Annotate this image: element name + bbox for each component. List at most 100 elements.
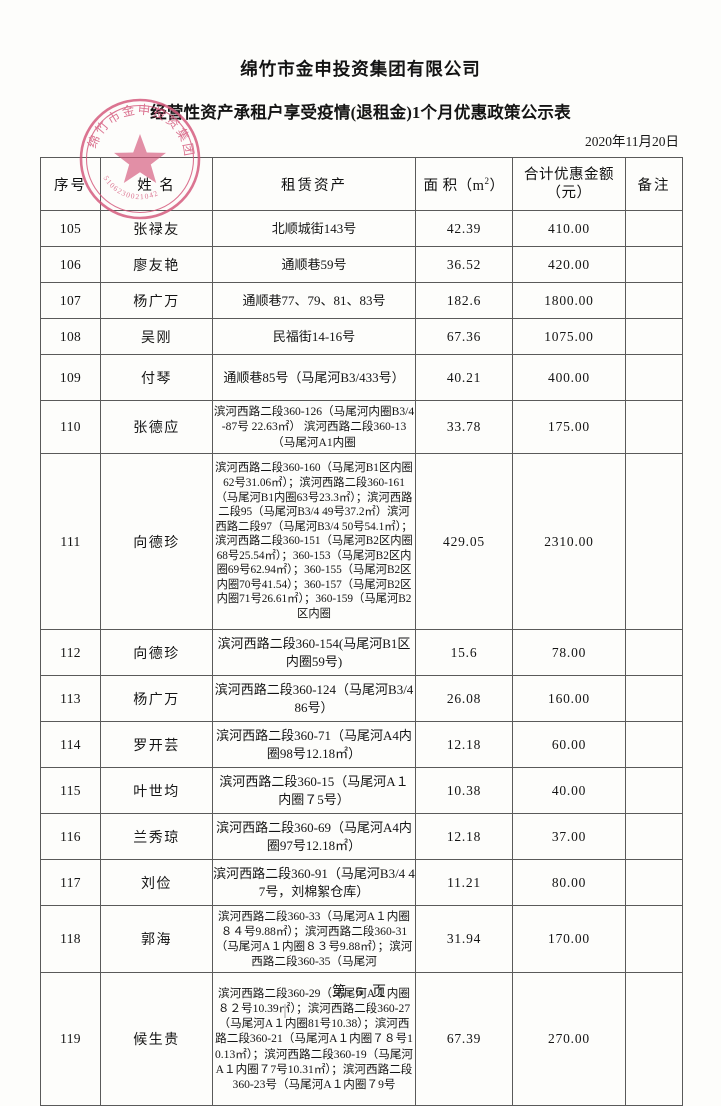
cell-remarks xyxy=(625,246,683,283)
cell-area: 10.38 xyxy=(415,767,513,814)
table-row: 110 张德应 滨河西路二段360-126（马尾河内圈B3/4-87号 22.63㎡… xyxy=(40,400,683,454)
cell-tenant-name: 杨广万 xyxy=(100,675,213,722)
leased-asset-text: 滨河西路二段360-124（马尾河B3/4 86号） xyxy=(214,682,414,715)
cell-sequence-number: 114 xyxy=(40,721,101,768)
cell-area: 33.78 xyxy=(415,400,513,454)
cell-remarks xyxy=(625,721,683,768)
cell-remarks xyxy=(625,675,683,722)
cell-leased-asset: 滨河西路二段360-33（马尾河A１内圈８４号9.88㎡）；滨河西路二段360-… xyxy=(212,905,416,973)
cell-discount-amount: 160.00 xyxy=(512,675,626,722)
cell-sequence-number: 110 xyxy=(40,400,101,454)
cell-leased-asset: 滨河西路二段360-126（马尾河内圈B3/4-87号 22.63㎡） 滨河西路… xyxy=(212,400,416,454)
cell-sequence-number: 117 xyxy=(40,859,101,906)
table-row: 116 兰秀琼 滨河西路二段360-69（马尾河A4内圈97号12.18㎡） 12.1… xyxy=(40,813,683,860)
document-date: 2020年11月20日 xyxy=(585,134,679,149)
cell-area: 31.94 xyxy=(415,905,513,973)
cell-tenant-name: 刘俭 xyxy=(100,859,213,906)
cell-area: 15.6 xyxy=(415,629,513,676)
cell-tenant-name: 叶世均 xyxy=(100,767,213,814)
cell-tenant-name: 付琴 xyxy=(100,354,213,401)
cell-tenant-name: 吴刚 xyxy=(100,318,213,355)
cell-discount-amount: 175.00 xyxy=(512,400,626,454)
cell-tenant-name: 向德珍 xyxy=(100,453,213,630)
leased-asset-text: 滨河西路二段360-126（马尾河内圈B3/4-87号 22.63㎡） 滨河西路… xyxy=(213,405,415,449)
table-row: 114 罗开芸 滨河西路二段360-71（马尾河A4内圈98号12.18㎡） 12.1… xyxy=(40,721,683,768)
cell-discount-amount: 420.00 xyxy=(512,246,626,283)
cell-leased-asset: 通顺巷59号 xyxy=(212,246,416,283)
cell-sequence-number: 105 xyxy=(40,210,101,247)
cell-leased-asset: 北顺城街143号 xyxy=(212,210,416,247)
cell-sequence-number: 112 xyxy=(40,629,101,676)
leased-asset-text: 滨河西路二段360-91（马尾河B3/4 47号，刘棉絮仓库） xyxy=(213,866,415,899)
table-row: 105 张禄友 北顺城街143号 42.39 410.00 xyxy=(40,210,683,247)
cell-remarks xyxy=(625,282,683,319)
cell-area: 182.6 xyxy=(415,282,513,319)
leased-asset-text: 滨河西路二段360-29（马尾河A１内圈８２号10.39㎡）；滨河西路二段360… xyxy=(214,987,414,1091)
table-row: 118 郭海 滨河西路二段360-33（马尾河A１内圈８４号9.88㎡）；滨河西路二… xyxy=(40,905,683,973)
cell-remarks xyxy=(625,767,683,814)
cell-discount-amount: 78.00 xyxy=(512,629,626,676)
cell-tenant-name: 张禄友 xyxy=(100,210,213,247)
cell-discount-amount: 1800.00 xyxy=(512,282,626,319)
header-area-text: 面 积（ xyxy=(423,177,473,194)
cell-tenant-name: 杨广万 xyxy=(100,282,213,319)
leased-asset-text: 北顺城街143号 xyxy=(271,220,357,236)
public-notice-table: 序号 姓 名 租赁资产 面 积（m2） 合计优惠金额 （元） 备注 105 张禄友 北… xyxy=(40,157,683,1106)
leased-asset-text: 滨河西路二段360-71（马尾河A4内圈98号12.18㎡） xyxy=(216,728,412,761)
page-footer: 第 6 页 xyxy=(332,985,389,1000)
cell-discount-amount: 410.00 xyxy=(512,210,626,247)
cell-remarks xyxy=(625,354,683,401)
table-row: 115 叶世均 滨河西路二段360-15（马尾河A１内圈７5号） 10.38 40.00 xyxy=(40,767,683,814)
cell-leased-asset: 民福街14-16号 xyxy=(212,318,416,355)
header-area-unit: m xyxy=(472,177,485,194)
header-cell-asset: 租赁资产 xyxy=(212,157,416,211)
header-cell-area: 面 积（m2） xyxy=(415,157,513,211)
cell-remarks xyxy=(625,318,683,355)
header-amount-line2: （元） xyxy=(546,185,592,201)
leased-asset-text: 滨河西路二段360-69（马尾河A4内圈97号12.18㎡） xyxy=(216,820,412,853)
cell-area: 12.18 xyxy=(415,813,513,860)
table-row: 111 向德珍 滨河西路二段360-160（马尾河B1区内圈62号31.06㎡）；滨… xyxy=(40,453,683,630)
cell-discount-amount: 40.00 xyxy=(512,767,626,814)
leased-asset-text: 滨河西路二段360-160（马尾河B1区内圈62号31.06㎡）；滨河西路二段3… xyxy=(215,462,413,621)
cell-discount-amount: 2310.00 xyxy=(512,453,626,630)
table-row: 107 杨广万 通顺巷77、79、81、83号 182.6 1800.00 xyxy=(40,282,683,319)
cell-area: 429.05 xyxy=(415,453,513,630)
cell-tenant-name: 向德珍 xyxy=(100,629,213,676)
cell-remarks xyxy=(625,813,683,860)
cell-sequence-number: 115 xyxy=(40,767,101,814)
cell-leased-asset: 滨河西路二段360-15（马尾河A１内圈７5号） xyxy=(212,767,416,814)
cell-area: 36.52 xyxy=(415,246,513,283)
cell-remarks xyxy=(625,905,683,973)
cell-leased-asset: 滨河西路二段360-71（马尾河A4内圈98号12.18㎡） xyxy=(212,721,416,768)
cell-remarks xyxy=(625,400,683,454)
leased-asset-text: 通顺巷85号（马尾河B3/433号） xyxy=(223,369,405,385)
header-cell-name: 姓 名 xyxy=(100,157,213,211)
leased-asset-text: 滨河西路二段360-154(马尾河B1区内圈59号) xyxy=(217,636,411,669)
leased-asset-text: 滨河西路二段360-33（马尾河A１内圈８４号9.88㎡）；滨河西路二段360-… xyxy=(215,909,413,969)
table-body: 105 张禄友 北顺城街143号 42.39 410.00 106 廖友艳 通顺巷59号 36.… xyxy=(40,210,683,1106)
cell-discount-amount: 170.00 xyxy=(512,905,626,973)
table-row: 113 杨广万 滨河西路二段360-124（马尾河B3/4 86号） 26.08 160… xyxy=(40,675,683,722)
cell-tenant-name: 兰秀琼 xyxy=(100,813,213,860)
cell-remarks xyxy=(625,453,683,630)
cell-area: 42.39 xyxy=(415,210,513,247)
cell-area: 67.36 xyxy=(415,318,513,355)
cell-sequence-number: 106 xyxy=(40,246,101,283)
header-cell-amount: 合计优惠金额 （元） xyxy=(512,157,626,211)
table-row: 108 吴刚 民福街14-16号 67.36 1075.00 xyxy=(40,318,683,355)
cell-remarks xyxy=(625,859,683,906)
cell-area: 26.08 xyxy=(415,675,513,722)
cell-sequence-number: 113 xyxy=(40,675,101,722)
header-area-close: ） xyxy=(489,177,505,194)
table-row: 109 付琴 通顺巷85号（马尾河B3/433号） 40.21 400.00 xyxy=(40,354,683,401)
cell-leased-asset: 滨河西路二段360-124（马尾河B3/4 86号） xyxy=(212,675,416,722)
cell-tenant-name: 郭海 xyxy=(100,905,213,973)
cell-leased-asset: 滨河西路二段360-154(马尾河B1区内圈59号) xyxy=(212,629,416,676)
cell-area: 11.21 xyxy=(415,859,513,906)
cell-remarks xyxy=(625,629,683,676)
cell-area: 12.18 xyxy=(415,721,513,768)
cell-discount-amount: 80.00 xyxy=(512,859,626,906)
cell-sequence-number: 111 xyxy=(40,453,101,630)
cell-tenant-name: 廖友艳 xyxy=(100,246,213,283)
